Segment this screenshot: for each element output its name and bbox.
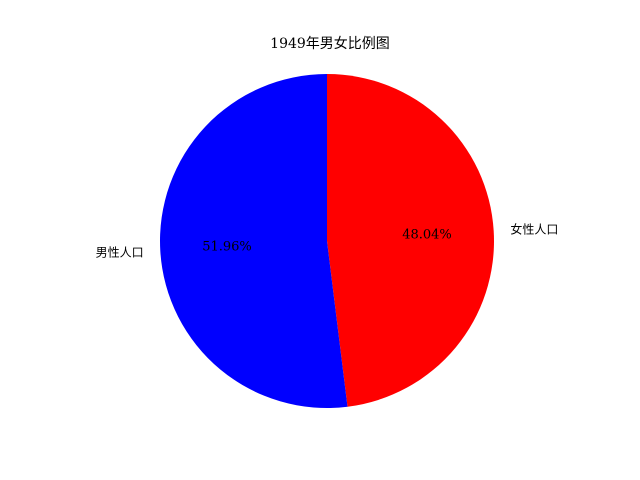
slice-percentage-label: 48.04% xyxy=(402,227,452,242)
pie-slice xyxy=(160,74,348,408)
chart-title: 1949年男女比例图 xyxy=(270,35,390,52)
pie-labels: 女性人口 48.04% 男性人口 51.96% xyxy=(96,222,559,260)
pie-slice xyxy=(327,74,495,407)
slice-category-label: 男性人口 xyxy=(96,245,144,259)
slice-percentage-label: 51.96% xyxy=(202,240,252,255)
pie-slices xyxy=(160,74,495,408)
slice-category-label: 女性人口 xyxy=(510,222,558,237)
